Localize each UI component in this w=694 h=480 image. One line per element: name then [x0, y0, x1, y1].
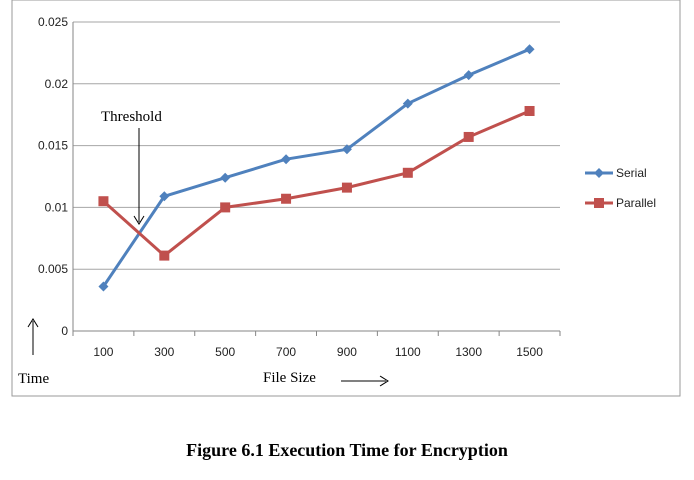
- y-tick-label: 0.005: [38, 262, 68, 276]
- y-tick-label: 0.02: [45, 77, 69, 91]
- y-tick-label: 0.025: [38, 15, 68, 29]
- data-point-parallel: [281, 193, 292, 204]
- data-point-parallel: [159, 250, 170, 261]
- legend-label-parallel: Parallel: [616, 196, 656, 210]
- legend-item-parallel: Parallel: [585, 196, 656, 210]
- y-tick-label: 0.015: [38, 139, 68, 153]
- data-point-serial: [524, 44, 535, 55]
- data-point-parallel: [341, 182, 352, 193]
- x-tick-label: 500: [215, 345, 235, 359]
- x-axis-arrow: [341, 375, 389, 387]
- x-tick-label: 1100: [395, 345, 421, 359]
- x-tick-label: 1300: [455, 345, 482, 359]
- series-line-parallel: [102, 109, 531, 258]
- legend-item-serial: Serial: [585, 166, 647, 180]
- series-line-serial: [102, 47, 531, 288]
- data-point-parallel: [463, 131, 474, 142]
- x-axis-label: File Size: [263, 370, 316, 386]
- data-point-serial: [341, 144, 352, 155]
- y-tick-labels: 0 0.005 0.01 0.015 0.02 0.025: [38, 15, 68, 338]
- data-point-serial: [463, 70, 474, 81]
- legend-label-serial: Serial: [616, 166, 647, 180]
- data-point-parallel: [220, 202, 231, 213]
- legend: Serial Parallel: [585, 166, 656, 210]
- y-tick-label: 0.01: [45, 200, 69, 214]
- data-point-serial: [402, 98, 413, 109]
- data-point-parallel: [402, 167, 413, 178]
- threshold-arrow: [133, 128, 145, 225]
- x-tick-label: 700: [276, 345, 296, 359]
- data-point-serial: [98, 281, 109, 292]
- axes: [72, 22, 561, 336]
- gridlines: [73, 21, 560, 270]
- data-point-serial: [281, 154, 292, 165]
- x-tick-label: 900: [337, 345, 357, 359]
- threshold-annotation: Threshold: [101, 109, 162, 125]
- x-tick-labels: 100 300 500 700 900 1100 1300 1500: [93, 345, 543, 359]
- x-tick-label: 100: [93, 345, 113, 359]
- chart-border: [11, 0, 681, 397]
- series-layer: [98, 44, 535, 292]
- chart: 0 0.005 0.01 0.015 0.02 0.025 100 300 500 700 900…: [11, 0, 681, 397]
- figure-caption: Figure 6.1 Execution Time for Encryption: [186, 440, 508, 460]
- data-point-parallel: [524, 105, 535, 116]
- x-tick-label: 300: [154, 345, 174, 359]
- y-axis-label: Time: [18, 371, 49, 387]
- x-tick-label: 1500: [516, 345, 543, 359]
- y-axis-arrow: [27, 318, 39, 355]
- data-point-serial: [220, 172, 231, 183]
- y-tick-label: 0: [61, 324, 68, 338]
- series-serial: [98, 44, 535, 292]
- data-point-serial: [159, 191, 170, 202]
- series-parallel: [98, 105, 535, 261]
- data-point-parallel: [98, 196, 109, 207]
